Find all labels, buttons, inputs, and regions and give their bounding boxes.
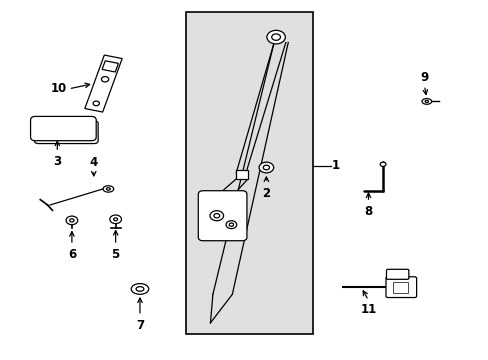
Polygon shape bbox=[84, 55, 122, 112]
FancyBboxPatch shape bbox=[386, 269, 408, 279]
Ellipse shape bbox=[101, 77, 108, 82]
Ellipse shape bbox=[131, 284, 148, 294]
Ellipse shape bbox=[209, 211, 223, 221]
Text: 4: 4 bbox=[89, 156, 98, 169]
Ellipse shape bbox=[263, 165, 269, 170]
FancyBboxPatch shape bbox=[385, 277, 416, 297]
Text: 2: 2 bbox=[262, 187, 270, 200]
Ellipse shape bbox=[259, 162, 273, 173]
Text: 6: 6 bbox=[68, 248, 76, 261]
Ellipse shape bbox=[271, 34, 280, 40]
Ellipse shape bbox=[213, 213, 219, 218]
FancyBboxPatch shape bbox=[30, 116, 96, 141]
Text: 1: 1 bbox=[331, 159, 340, 172]
Ellipse shape bbox=[103, 186, 114, 192]
Polygon shape bbox=[102, 61, 118, 72]
Text: 7: 7 bbox=[136, 319, 144, 332]
Ellipse shape bbox=[229, 223, 233, 226]
Ellipse shape bbox=[379, 162, 385, 166]
Bar bbox=[236, 170, 247, 179]
Ellipse shape bbox=[110, 215, 121, 224]
Ellipse shape bbox=[225, 221, 236, 229]
Text: 10: 10 bbox=[51, 82, 67, 95]
Ellipse shape bbox=[421, 99, 431, 104]
Text: 8: 8 bbox=[364, 205, 372, 218]
Ellipse shape bbox=[106, 188, 110, 190]
Text: 5: 5 bbox=[111, 248, 120, 261]
Ellipse shape bbox=[424, 100, 427, 103]
Bar bbox=[186, 12, 312, 334]
Bar bbox=[392, 282, 407, 293]
Ellipse shape bbox=[266, 30, 285, 44]
Ellipse shape bbox=[93, 101, 99, 106]
Ellipse shape bbox=[66, 216, 78, 225]
Text: 9: 9 bbox=[419, 71, 427, 84]
Text: 11: 11 bbox=[360, 303, 376, 316]
FancyBboxPatch shape bbox=[198, 191, 246, 241]
Ellipse shape bbox=[114, 218, 117, 221]
Ellipse shape bbox=[70, 219, 74, 222]
Text: 3: 3 bbox=[53, 155, 61, 168]
Ellipse shape bbox=[136, 287, 143, 291]
